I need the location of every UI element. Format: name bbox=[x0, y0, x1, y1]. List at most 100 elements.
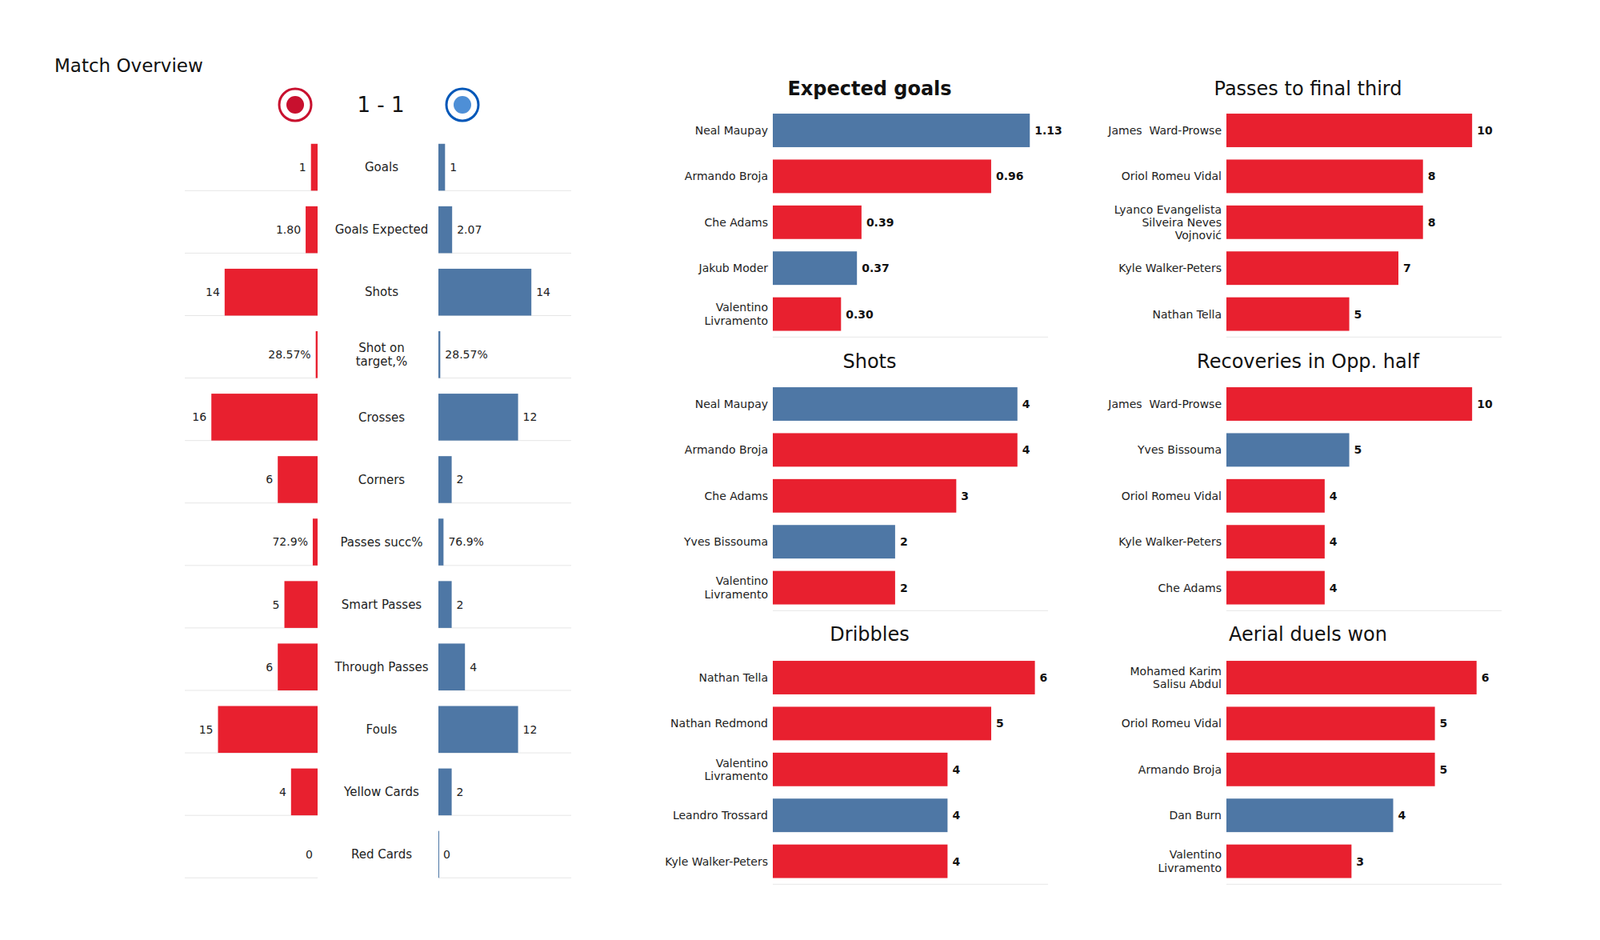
tick-label: Lyanco EvangelistaSilveira NevesVojnović bbox=[1114, 203, 1222, 242]
data-label: 6 bbox=[265, 660, 273, 674]
data-label: 0.96 bbox=[996, 169, 1024, 183]
bar bbox=[438, 268, 532, 316]
bar bbox=[211, 393, 318, 441]
tick-label: Yves Bissouma bbox=[683, 535, 768, 548]
bar bbox=[772, 844, 948, 879]
data-label: 5 bbox=[1354, 443, 1363, 456]
bar bbox=[312, 518, 318, 566]
axis-line bbox=[438, 252, 572, 254]
tick-label: Kyle Walker-Peters bbox=[1118, 261, 1222, 275]
tick-label-line: Armando Broja bbox=[1138, 763, 1222, 776]
tick-label: Armando Broja bbox=[684, 169, 768, 183]
tick-label: Jakub Moder bbox=[698, 261, 769, 275]
category-label-line: Fouls bbox=[366, 722, 398, 737]
tick-label-line: Armando Broja bbox=[684, 443, 768, 456]
data-label: 4 bbox=[1329, 581, 1338, 595]
panel-title: Recoveries in Opp. half bbox=[1196, 350, 1420, 373]
data-label: 2 bbox=[900, 581, 908, 595]
crest-ring bbox=[279, 88, 312, 121]
tick-label-line: Che Adams bbox=[704, 216, 768, 229]
tick-label-line: Livramento bbox=[704, 769, 769, 783]
axis-line bbox=[438, 502, 572, 504]
bar bbox=[305, 206, 318, 254]
tick-label: Oriol Romeu Vidal bbox=[1121, 489, 1222, 503]
axis-line bbox=[1226, 336, 1502, 338]
tick-label: Oriol Romeu Vidal bbox=[1121, 716, 1222, 730]
bar bbox=[438, 393, 519, 441]
category-label: Goals Expected bbox=[335, 222, 429, 237]
tick-label-line: Jakub Moder bbox=[698, 261, 769, 275]
data-label: 4 bbox=[1397, 808, 1406, 822]
tick-label: Kyle Walker-Peters bbox=[1118, 535, 1222, 548]
tick-label: Nathan Redmond bbox=[670, 716, 768, 730]
tick-label: Che Adams bbox=[1158, 581, 1222, 595]
tick-label-line: Livramento bbox=[704, 314, 769, 328]
data-label: 72.9% bbox=[272, 535, 308, 548]
bar bbox=[772, 524, 896, 559]
data-label: 10 bbox=[1476, 124, 1493, 137]
score: 1 - 1 bbox=[357, 92, 405, 117]
data-label: 4 bbox=[279, 785, 287, 799]
bar bbox=[772, 387, 1018, 421]
bar bbox=[438, 706, 519, 754]
bars bbox=[1226, 113, 1472, 332]
labels: 10 James Ward-Prowse 8 Oriol Romeu Vidal 8 Ly… bbox=[1107, 124, 1493, 321]
bar bbox=[772, 752, 948, 787]
tick-label-line: Oriol Romeu Vidal bbox=[1121, 169, 1222, 183]
axis-line bbox=[184, 252, 318, 254]
tick-label-line: Yves Bissouma bbox=[1136, 443, 1222, 456]
tick-label-line: Silveira Neves bbox=[1141, 216, 1222, 229]
data-label: 5 bbox=[996, 716, 1004, 730]
axis-line bbox=[1226, 610, 1502, 612]
tick-label-line: Dan Burn bbox=[1168, 808, 1222, 822]
axis-line bbox=[772, 610, 1048, 612]
data-label: 3 bbox=[960, 489, 969, 503]
bar bbox=[772, 432, 1018, 467]
data-label: 4 bbox=[1022, 443, 1031, 456]
labels: 6Mohamed KarimSalisu Abdul5Oriol Romeu V… bbox=[1121, 664, 1490, 875]
data-label: 0 bbox=[305, 848, 313, 861]
row-axes bbox=[184, 190, 572, 878]
category-label-line: Yellow Cards bbox=[343, 784, 420, 800]
tick-label: James Ward-Prowse bbox=[1107, 124, 1222, 137]
data-label: 14 bbox=[205, 285, 220, 299]
category-label-line: Passes succ% bbox=[340, 535, 423, 550]
overview-labels: 11Goals1.802.07Goals Expected1414Shots28… bbox=[192, 160, 551, 862]
bar bbox=[1226, 387, 1472, 421]
tick-label: ValentinoLivramento bbox=[704, 300, 769, 327]
bar bbox=[772, 798, 948, 832]
bar bbox=[438, 580, 452, 628]
tick-label: Neal Maupay bbox=[695, 124, 768, 137]
data-label: 8 bbox=[1428, 216, 1436, 229]
data-label: 12 bbox=[523, 410, 538, 424]
home-crest bbox=[279, 88, 312, 121]
data-label: 0 bbox=[443, 848, 451, 861]
data-label: 4 bbox=[952, 855, 960, 868]
tick-label-line: Kyle Walker-Peters bbox=[664, 855, 768, 868]
player-panel: Expected goals1.13Neal Maupay0.96Armando… bbox=[684, 77, 1063, 337]
bar bbox=[1226, 524, 1325, 559]
tick-label: Che Adams bbox=[704, 216, 768, 229]
bar bbox=[772, 660, 1036, 695]
tick-label-line: Oriol Romeu Vidal bbox=[1121, 716, 1222, 730]
tick-label-line: Mohamed Karim bbox=[1130, 664, 1222, 678]
axis-line bbox=[438, 627, 572, 628]
bar bbox=[1226, 113, 1472, 148]
player-panel: Dribbles6Nathan Tella5Nathan Redmond4Val… bbox=[664, 623, 1048, 884]
tick-label-line: Valentino bbox=[716, 300, 768, 314]
bar bbox=[277, 643, 318, 691]
bar bbox=[224, 268, 318, 316]
panel-title: Shots bbox=[842, 350, 896, 373]
tick-label: ValentinoLivramento bbox=[704, 574, 769, 600]
bar bbox=[1226, 660, 1477, 695]
bars bbox=[1226, 660, 1477, 879]
data-label: 0.37 bbox=[861, 261, 890, 275]
category-label-line: Smart Passes bbox=[341, 597, 423, 612]
axis-line bbox=[438, 815, 572, 816]
tick-label: Nathan Tella bbox=[1152, 308, 1222, 321]
axis-line bbox=[184, 564, 318, 566]
bars bbox=[772, 113, 1030, 332]
bar bbox=[438, 643, 465, 691]
data-label: 8 bbox=[1428, 169, 1436, 183]
category-label-line: Through Passes bbox=[333, 660, 428, 675]
